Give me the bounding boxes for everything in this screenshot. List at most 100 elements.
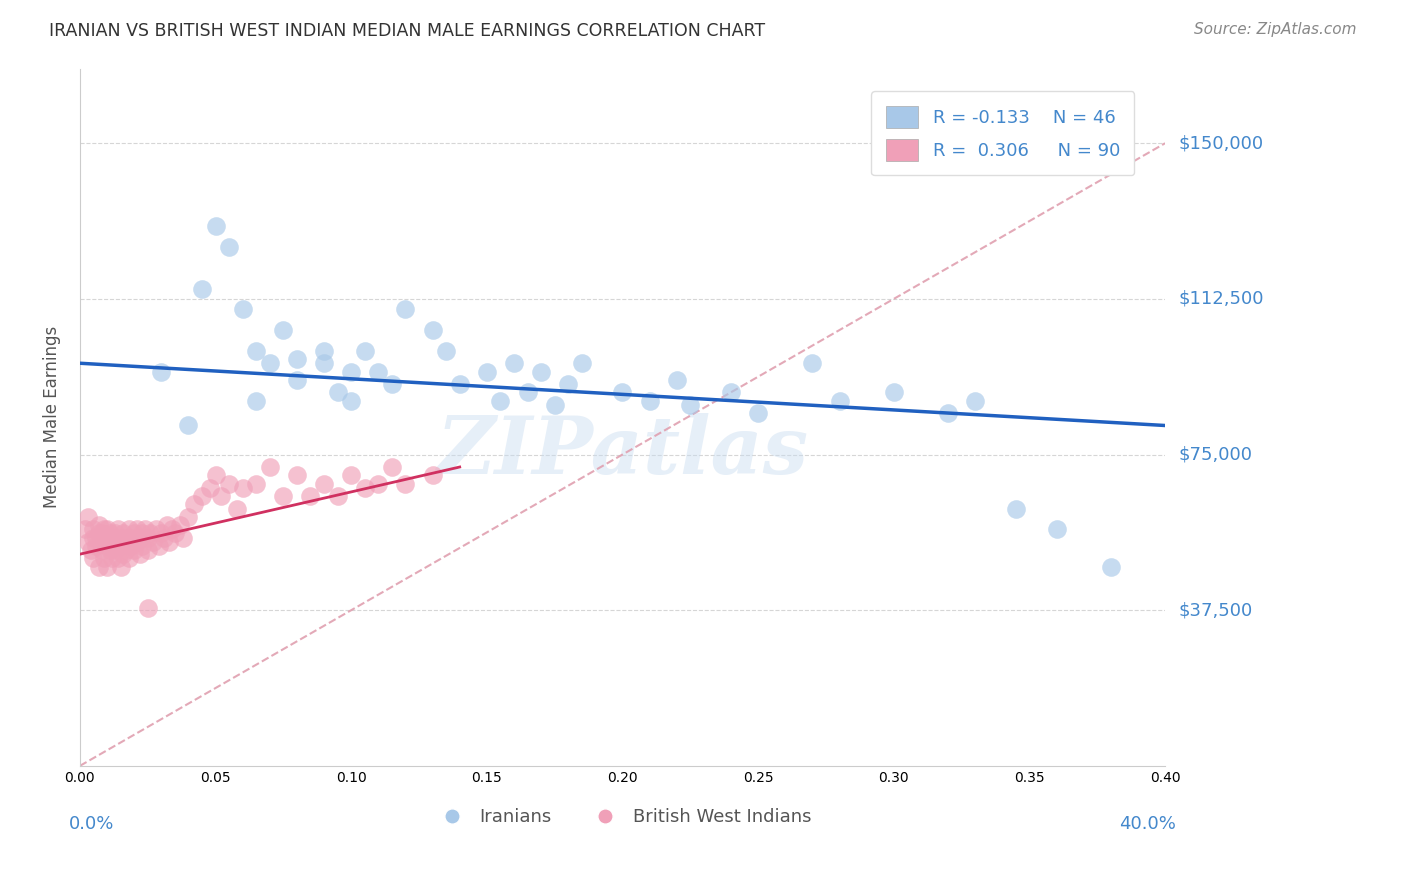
Point [120, 539, 142, 553]
Point [145, 522, 167, 536]
Point [77, 534, 100, 549]
Point [191, 281, 214, 295]
Point [112, 547, 135, 561]
Point [259, 460, 281, 475]
Point [122, 543, 145, 558]
Y-axis label: Median Male Earnings: Median Male Earnings [44, 326, 60, 508]
Point [516, 385, 538, 400]
Point [612, 385, 634, 400]
Point [90, 543, 112, 558]
Point [965, 393, 987, 408]
Point [156, 518, 179, 533]
Point [125, 534, 148, 549]
Point [1045, 522, 1067, 536]
Point [530, 365, 553, 379]
Point [285, 352, 308, 367]
Point [177, 509, 200, 524]
Point [475, 365, 498, 379]
Point [259, 356, 281, 370]
Point [93, 551, 115, 566]
Point [98, 543, 121, 558]
Point [96, 559, 118, 574]
Point [84, 539, 107, 553]
Point [150, 526, 173, 541]
Point [883, 385, 905, 400]
Point [209, 489, 232, 503]
Point [84, 531, 107, 545]
Point [110, 539, 132, 553]
Point [1099, 559, 1122, 574]
Point [434, 343, 457, 358]
Point [340, 365, 363, 379]
Point [150, 365, 173, 379]
Text: 0.0%: 0.0% [69, 814, 114, 833]
Point [312, 356, 335, 370]
Point [679, 398, 702, 412]
Point [136, 601, 159, 615]
Legend: Iranians, British West Indians: Iranians, British West Indians [426, 801, 818, 833]
Point [177, 418, 200, 433]
Point [232, 481, 254, 495]
Point [131, 526, 153, 541]
Point [160, 522, 183, 536]
Point [232, 302, 254, 317]
Text: ZIPatlas: ZIPatlas [436, 413, 808, 491]
Point [204, 219, 226, 234]
Point [198, 481, 221, 495]
Point [118, 522, 141, 536]
Point [326, 385, 349, 400]
Point [285, 373, 308, 387]
Text: $112,500: $112,500 [1180, 290, 1264, 308]
Point [218, 476, 240, 491]
Point [110, 559, 132, 574]
Point [93, 534, 115, 549]
Point [77, 509, 100, 524]
Point [557, 376, 579, 391]
Point [340, 393, 363, 408]
Point [142, 534, 165, 549]
Point [93, 522, 115, 536]
Point [665, 373, 688, 387]
Point [245, 476, 267, 491]
Point [101, 534, 124, 549]
Point [148, 539, 170, 553]
Point [503, 356, 526, 370]
Point [101, 551, 124, 566]
Point [101, 539, 124, 553]
Text: Source: ZipAtlas.com: Source: ZipAtlas.com [1194, 22, 1357, 37]
Point [96, 539, 118, 553]
Point [571, 356, 593, 370]
Point [98, 526, 121, 541]
Point [312, 476, 335, 491]
Point [90, 526, 112, 541]
Point [367, 365, 389, 379]
Point [218, 240, 240, 254]
Point [183, 497, 205, 511]
Point [299, 489, 322, 503]
Point [394, 476, 416, 491]
Point [82, 522, 104, 536]
Point [136, 543, 159, 558]
Point [312, 343, 335, 358]
Text: $37,500: $37,500 [1180, 601, 1253, 619]
Point [157, 534, 180, 549]
Point [326, 489, 349, 503]
Point [285, 468, 308, 483]
Point [353, 343, 375, 358]
Text: $75,000: $75,000 [1180, 446, 1253, 464]
Point [422, 468, 444, 483]
Point [128, 531, 150, 545]
Point [125, 522, 148, 536]
Point [489, 393, 512, 408]
Text: 40.0%: 40.0% [1119, 814, 1175, 833]
Point [204, 468, 226, 483]
Point [75, 522, 97, 536]
Point [134, 522, 156, 536]
Point [115, 531, 138, 545]
Point [112, 526, 135, 541]
Point [118, 551, 141, 566]
Point [273, 323, 295, 337]
Point [90, 531, 112, 545]
Point [107, 551, 129, 566]
Point [273, 489, 295, 503]
